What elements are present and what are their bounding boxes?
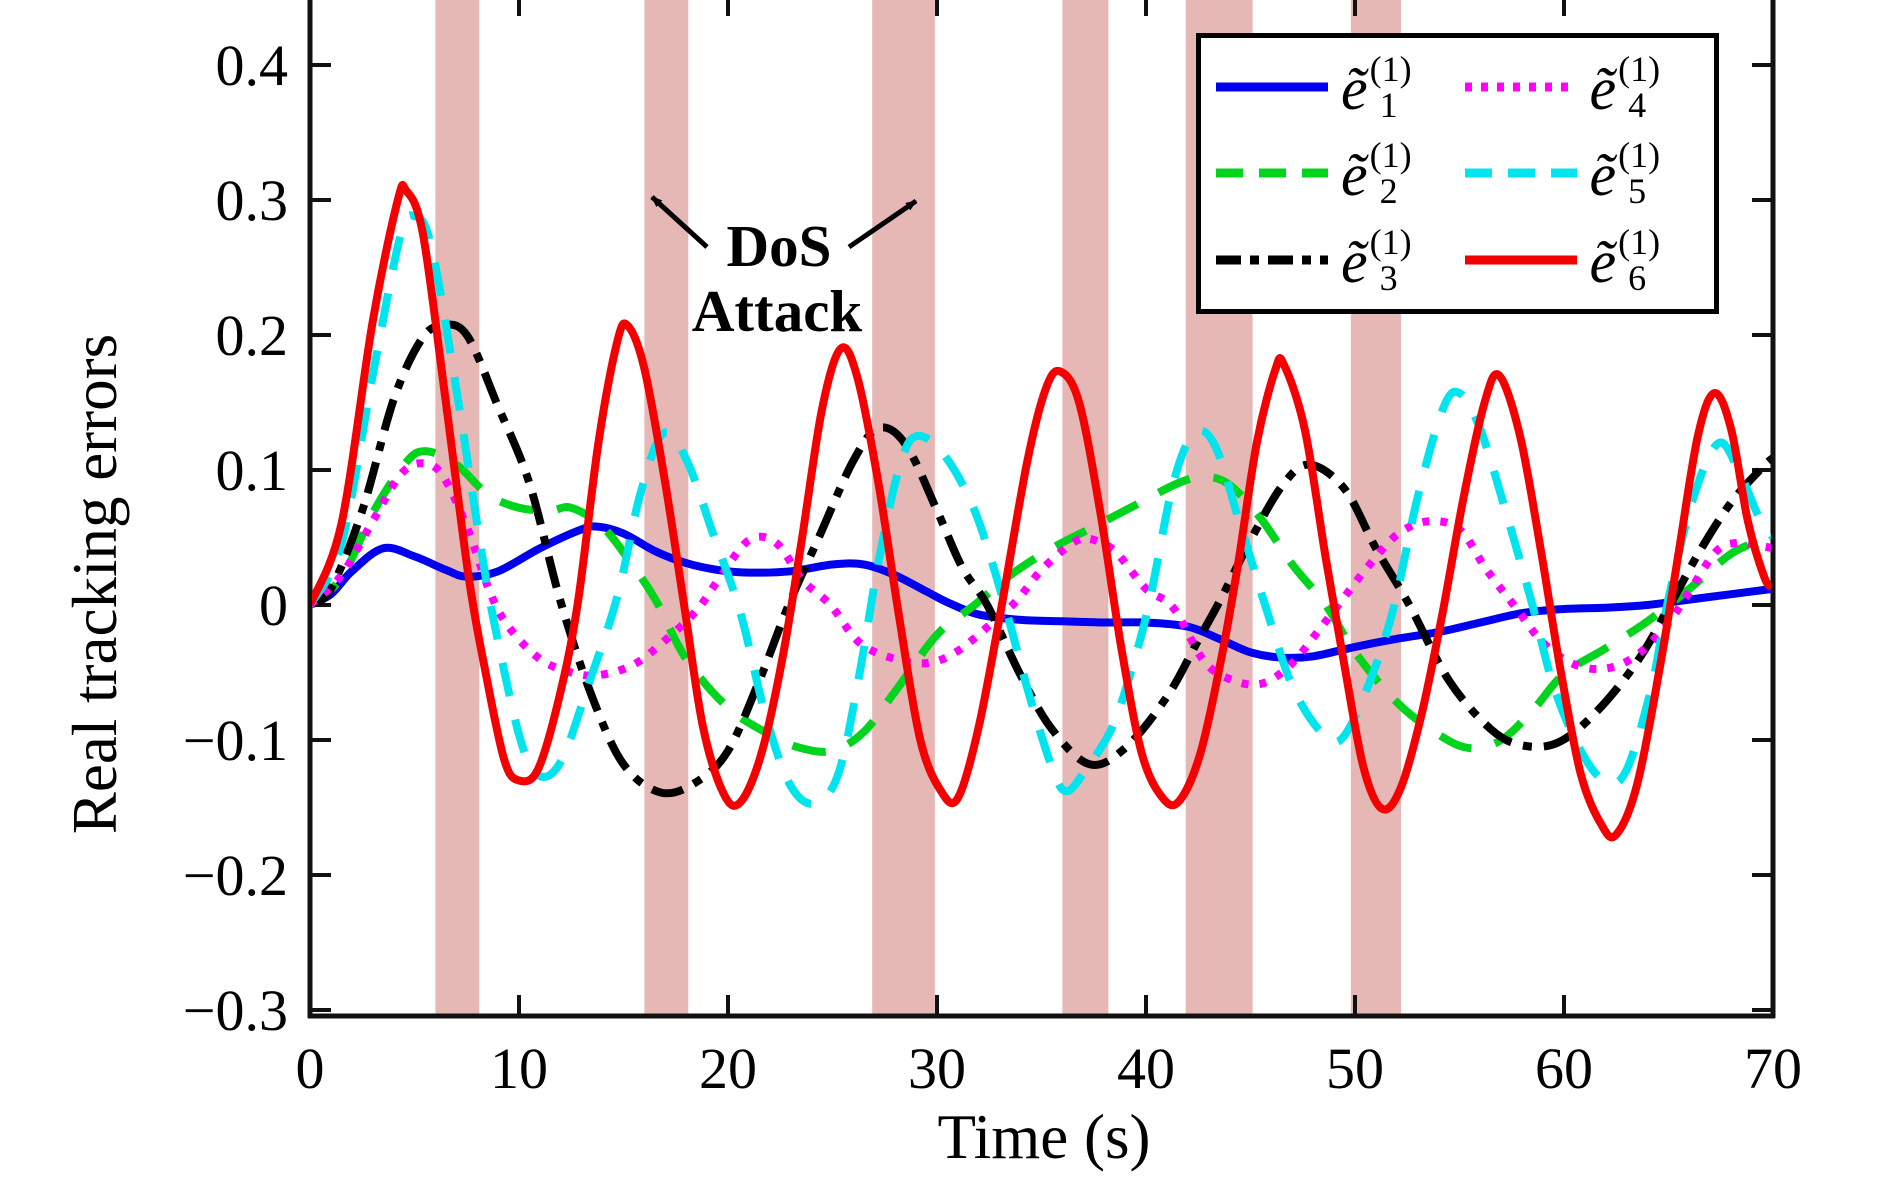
curve-e3 bbox=[312, 320, 1771, 798]
tick-labels: 0 10 20 30 40 50 60 70 0.4 0.3 0.2 0.1 0 −0.1 −0.2 −0.3 bbox=[183, 33, 1802, 1101]
legend-item-e2: ẽ (1) 2 bbox=[1213, 137, 1462, 209]
legend-item-e5: ẽ (1) 5 bbox=[1462, 137, 1711, 209]
legend-sample-e3 bbox=[1216, 255, 1328, 265]
x-tick-label: 60 bbox=[1535, 1036, 1593, 1101]
legend-sample-e6 bbox=[1464, 255, 1577, 265]
curve-e6 bbox=[312, 180, 1771, 842]
dos-attack-text-line2: Attack bbox=[692, 278, 863, 344]
legend-item-e1: ẽ (1) 1 bbox=[1213, 51, 1462, 123]
y-axis-label: Real tracking errors bbox=[60, 334, 130, 834]
legend-label-e4: ẽ (1) 4 bbox=[1589, 49, 1661, 126]
legend-label-e1: ẽ (1) 1 bbox=[1341, 49, 1412, 126]
legend-item-e3: ẽ (1) 3 bbox=[1213, 224, 1462, 296]
legend-label-e6: ẽ (1) 6 bbox=[1589, 221, 1661, 298]
x-tick-label: 20 bbox=[699, 1036, 757, 1101]
legend-sample-e4 bbox=[1464, 82, 1577, 92]
legend-label-e3: ẽ (1) 3 bbox=[1341, 221, 1412, 298]
y-tick-label: 0 bbox=[259, 573, 288, 638]
y-tick-label: −0.2 bbox=[183, 843, 288, 908]
legend: ẽ (1) 1 ẽ (1) 2 ẽ (1) 3 ẽ (1) 4 ẽ (1) 5 ẽ (1) 6 bbox=[1196, 33, 1719, 314]
legend-item-e4: ẽ (1) 4 bbox=[1462, 51, 1711, 123]
y-tick-label: 0.3 bbox=[216, 168, 289, 233]
legend-sample-e5 bbox=[1464, 168, 1577, 178]
legend-sample-e1 bbox=[1216, 82, 1328, 92]
y-tick-label: 0.2 bbox=[216, 303, 289, 368]
x-axis-label: Time (s) bbox=[938, 1102, 1151, 1172]
curve-e5 bbox=[312, 211, 1771, 808]
x-tick-label: 0 bbox=[296, 1036, 325, 1101]
annotation-arrow bbox=[650, 195, 709, 249]
annotation-arrows bbox=[650, 195, 918, 250]
legend-label-e2: ẽ (1) 2 bbox=[1341, 135, 1412, 212]
legend-item-e6: ẽ (1) 6 bbox=[1462, 224, 1711, 296]
axes bbox=[307, 0, 1776, 1019]
dos-attack-text-line1: DoS bbox=[727, 213, 832, 279]
x-tick-label: 30 bbox=[908, 1036, 966, 1101]
y-tick-label: 0.4 bbox=[216, 33, 289, 98]
x-tick-label: 70 bbox=[1744, 1036, 1802, 1101]
legend-label-e5: ẽ (1) 5 bbox=[1589, 135, 1661, 212]
annotation-arrow bbox=[847, 198, 918, 250]
curves bbox=[312, 180, 1771, 842]
y-tick-label: −0.3 bbox=[183, 978, 288, 1043]
x-tick-label: 40 bbox=[1117, 1036, 1175, 1101]
x-tick-label: 10 bbox=[490, 1036, 548, 1101]
dos-attack-bands bbox=[435, 0, 1401, 1014]
y-tick-label: 0.1 bbox=[216, 438, 289, 503]
x-tick-label: 50 bbox=[1326, 1036, 1384, 1101]
y-tick-label: −0.1 bbox=[183, 708, 288, 773]
curve-e1 bbox=[312, 522, 1771, 662]
legend-sample-e2 bbox=[1216, 168, 1328, 178]
dos-attack-annotation: DoS Attack bbox=[650, 195, 918, 344]
